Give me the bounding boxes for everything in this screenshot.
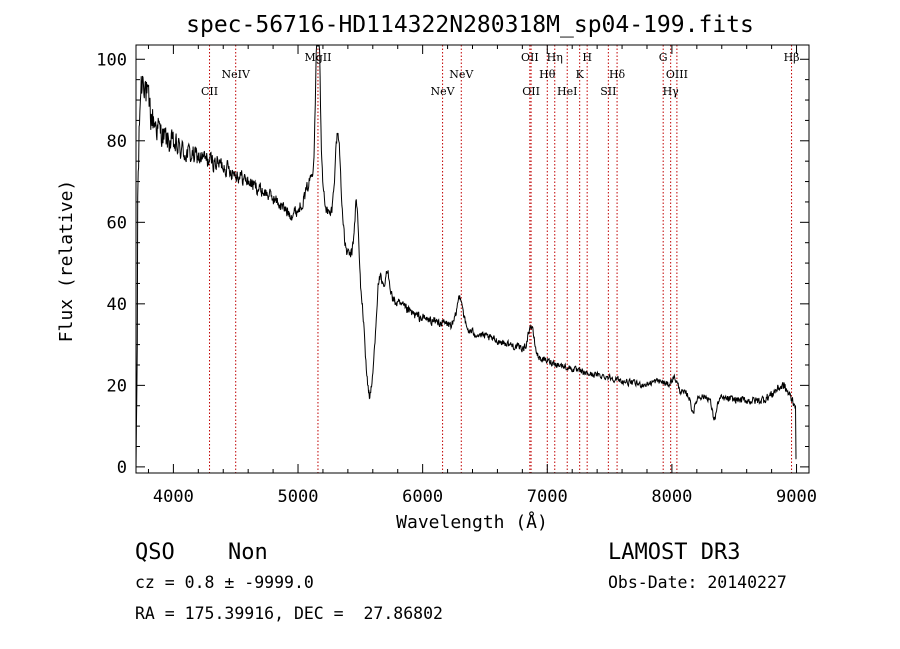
x-axis-ticks: 4000 5000 6000 7000 8000 9000 bbox=[147, 45, 817, 507]
y-tick-label: 40 bbox=[107, 295, 127, 315]
y-tick-label: 20 bbox=[107, 376, 127, 396]
line-label: Hδ bbox=[609, 68, 626, 81]
line-label: OII bbox=[521, 51, 539, 64]
y-tick-label: 0 bbox=[117, 458, 127, 478]
x-tick-label: 9000 bbox=[776, 487, 817, 507]
line-label: Hη bbox=[547, 51, 563, 64]
y-axis-label: Flux (relative) bbox=[56, 180, 77, 343]
y-tick-label: 80 bbox=[107, 132, 127, 152]
line-label: HeI bbox=[557, 85, 577, 98]
spectral-line-labels: CIINeIVMgIINeVNeVOIIOIIHθHηHeIKHSIIHδGHγ… bbox=[201, 51, 800, 98]
x-tick-label: 4000 bbox=[153, 487, 194, 507]
line-label: SII bbox=[600, 85, 616, 98]
x-axis-label: Wavelength (Å) bbox=[396, 511, 548, 533]
redshift-cz: cz = 0.8 ± -9999.0 bbox=[135, 573, 314, 592]
line-label: NeV bbox=[431, 85, 456, 98]
survey-name: LAMOST DR3 bbox=[608, 540, 740, 565]
line-label: Hβ bbox=[784, 51, 800, 64]
line-label: Hθ bbox=[539, 68, 556, 81]
obs-date: Obs-Date: 20140227 bbox=[608, 573, 787, 592]
x-tick-label: 7000 bbox=[527, 487, 568, 507]
line-label: OIII bbox=[666, 68, 688, 81]
line-label: NeV bbox=[449, 68, 474, 81]
object-subclass: Non bbox=[228, 540, 268, 565]
y-tick-label: 60 bbox=[107, 213, 127, 233]
line-label: OII bbox=[522, 85, 540, 98]
x-tick-label: 6000 bbox=[402, 487, 443, 507]
plot-frame bbox=[135, 44, 810, 474]
line-label: CII bbox=[201, 85, 218, 98]
line-label: NeIV bbox=[221, 68, 250, 81]
y-tick-label: 100 bbox=[96, 50, 127, 70]
spectral-line-markers bbox=[209, 45, 793, 473]
y-axis-ticks: 0 20 40 60 80 100 bbox=[96, 50, 809, 478]
spectrum-trace bbox=[135, 45, 797, 472]
object-class: QSO bbox=[135, 540, 175, 565]
x-tick-label: 8000 bbox=[651, 487, 692, 507]
line-label: G bbox=[659, 51, 668, 64]
line-label: MgII bbox=[304, 51, 331, 64]
line-label: Hγ bbox=[663, 85, 680, 98]
x-tick-label: 5000 bbox=[278, 487, 319, 507]
line-label: K bbox=[576, 68, 585, 81]
chart-title: spec-56716-HD114322N280318M_sp04-199.fit… bbox=[186, 12, 754, 38]
line-label: H bbox=[582, 51, 592, 64]
coordinates: RA = 175.39916, DEC = 27.86802 bbox=[135, 604, 443, 623]
